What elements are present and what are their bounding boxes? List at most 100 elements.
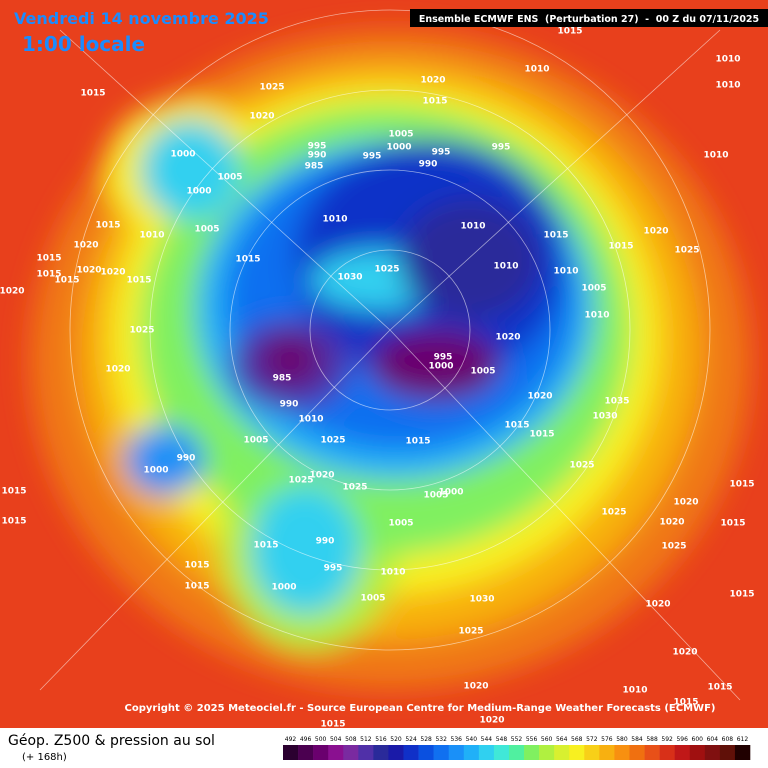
colorbar-label: 612: [737, 736, 749, 743]
colorbar-label: 584: [631, 736, 643, 743]
colorbar-cell: [358, 745, 374, 760]
colorbar-cell: [524, 745, 540, 760]
colorbar-label: 592: [661, 736, 673, 743]
pressure-label: 1035: [604, 397, 629, 407]
pressure-label: 1015: [608, 242, 633, 252]
pressure-label: 1005: [194, 225, 219, 235]
colorbar-cell: [463, 745, 480, 760]
colorbar-cell: [478, 745, 495, 760]
colorbar-label: 532: [435, 736, 447, 743]
model-box: [410, 9, 768, 27]
colorbar-label: 512: [360, 736, 372, 743]
pressure-label: 995: [363, 152, 382, 162]
pressure-label: 1015: [557, 27, 582, 37]
pressure-label: 1020: [672, 648, 697, 658]
pressure-label: 1015: [729, 480, 754, 490]
pressure-label: 1020: [527, 392, 552, 402]
colorbar-label: 588: [646, 736, 658, 743]
pressure-label: 990: [316, 537, 335, 547]
colorbar-cell: [373, 745, 389, 760]
colorbar-label: 564: [556, 736, 568, 743]
pressure-label: 1005: [388, 130, 413, 140]
pressure-label: 1015: [253, 541, 278, 551]
pressure-label: 1000: [428, 362, 453, 372]
colorbar-cell: [734, 745, 751, 760]
colorbar-cell: [313, 745, 329, 760]
pressure-label: 1015: [543, 231, 568, 241]
colorbar-cell: [328, 745, 344, 760]
pressure-label: 1030: [469, 595, 494, 605]
pressure-label: 1020: [495, 333, 520, 343]
pressure-label: 990: [177, 454, 196, 464]
colorbar: 492 496 500 504 508 512 516 520 524 528 532 536 540 5…: [283, 736, 751, 760]
pressure-label: 985: [305, 162, 324, 172]
pressure-label: 1015: [707, 683, 732, 693]
pressure-label: 1015: [529, 430, 554, 440]
pressure-label: 1020: [420, 76, 445, 86]
pressure-label: 1030: [337, 273, 362, 283]
pressure-label: 1015: [36, 254, 61, 264]
colorbar-cell: [704, 745, 721, 760]
pressure-label: 1010: [622, 686, 647, 696]
colorbar-label: 492: [285, 736, 297, 743]
colorbar-cell: [539, 745, 555, 760]
colorbar-label: 544: [481, 736, 493, 743]
colorbar-cell: [448, 745, 465, 760]
colorbar-cell: [433, 745, 450, 760]
pressure-label: 1010: [139, 231, 164, 241]
colorbar-cell: [493, 745, 510, 760]
pressure-label: 990: [419, 160, 438, 170]
pressure-label: 1020: [645, 600, 670, 610]
pressure-label: 995: [432, 148, 451, 158]
pressure-label: 990: [308, 151, 327, 161]
lead-time: (+ 168h): [22, 752, 67, 763]
pressure-label: 1025: [129, 326, 154, 336]
colorbar-cell: [418, 745, 434, 760]
pressure-label: 1015: [504, 421, 529, 431]
pressure-label: 1020: [73, 241, 98, 251]
pressure-label: 1015: [405, 437, 430, 447]
pressure-label: 1020: [463, 682, 488, 692]
colorbar-cell: [599, 745, 615, 760]
pressure-label: 1025: [661, 542, 686, 552]
pressure-label: 1020: [0, 287, 25, 297]
colorbar-cell: [554, 745, 570, 760]
pressure-label: 1025: [288, 476, 313, 486]
pressure-label: 1010: [715, 81, 740, 91]
colorbar-cell: [298, 745, 314, 760]
pressure-label: 1020: [309, 471, 334, 481]
colorbar-cell: [689, 745, 706, 760]
pressure-label: 1005: [581, 284, 606, 294]
colorbar-label: 572: [586, 736, 598, 743]
colorbar-label: 540: [466, 736, 478, 743]
pressure-label: 1010: [715, 55, 740, 65]
pressure-label: 1015: [95, 221, 120, 231]
colorbar-label: 552: [511, 736, 523, 743]
colorbar-label: 504: [330, 736, 342, 743]
pressure-label: 1015: [80, 89, 105, 99]
pressure-label: 1010: [703, 151, 728, 161]
pressure-label: 1005: [360, 594, 385, 604]
pressure-label: 1010: [553, 267, 578, 277]
pressure-label: 1015: [673, 698, 698, 708]
colorbar-label: 604: [707, 736, 719, 743]
colorbar-label: 576: [601, 736, 613, 743]
pressure-label: 1015: [36, 270, 61, 280]
pressure-label: 1015: [320, 720, 345, 730]
colorbar-label: 548: [496, 736, 508, 743]
colorbar-cell: [569, 745, 585, 760]
pressure-label: 1025: [458, 627, 483, 637]
pressure-label: 995: [324, 564, 343, 574]
pressure-label: 1025: [674, 246, 699, 256]
pressure-label: 995: [308, 142, 327, 152]
colorbar-cell: [403, 745, 419, 760]
pressure-label: 1010: [322, 215, 347, 225]
colorbar-label: 556: [526, 736, 538, 743]
pressure-label: 1020: [105, 365, 130, 375]
model-info: Ensemble ECMWF ENS (Perturbation 27) - 0…: [419, 14, 759, 25]
pressure-label: 1000: [438, 488, 463, 498]
pressure-label: 1015: [422, 97, 447, 107]
colorbar-label: 536: [451, 736, 463, 743]
pressure-label: 1025: [259, 83, 284, 93]
